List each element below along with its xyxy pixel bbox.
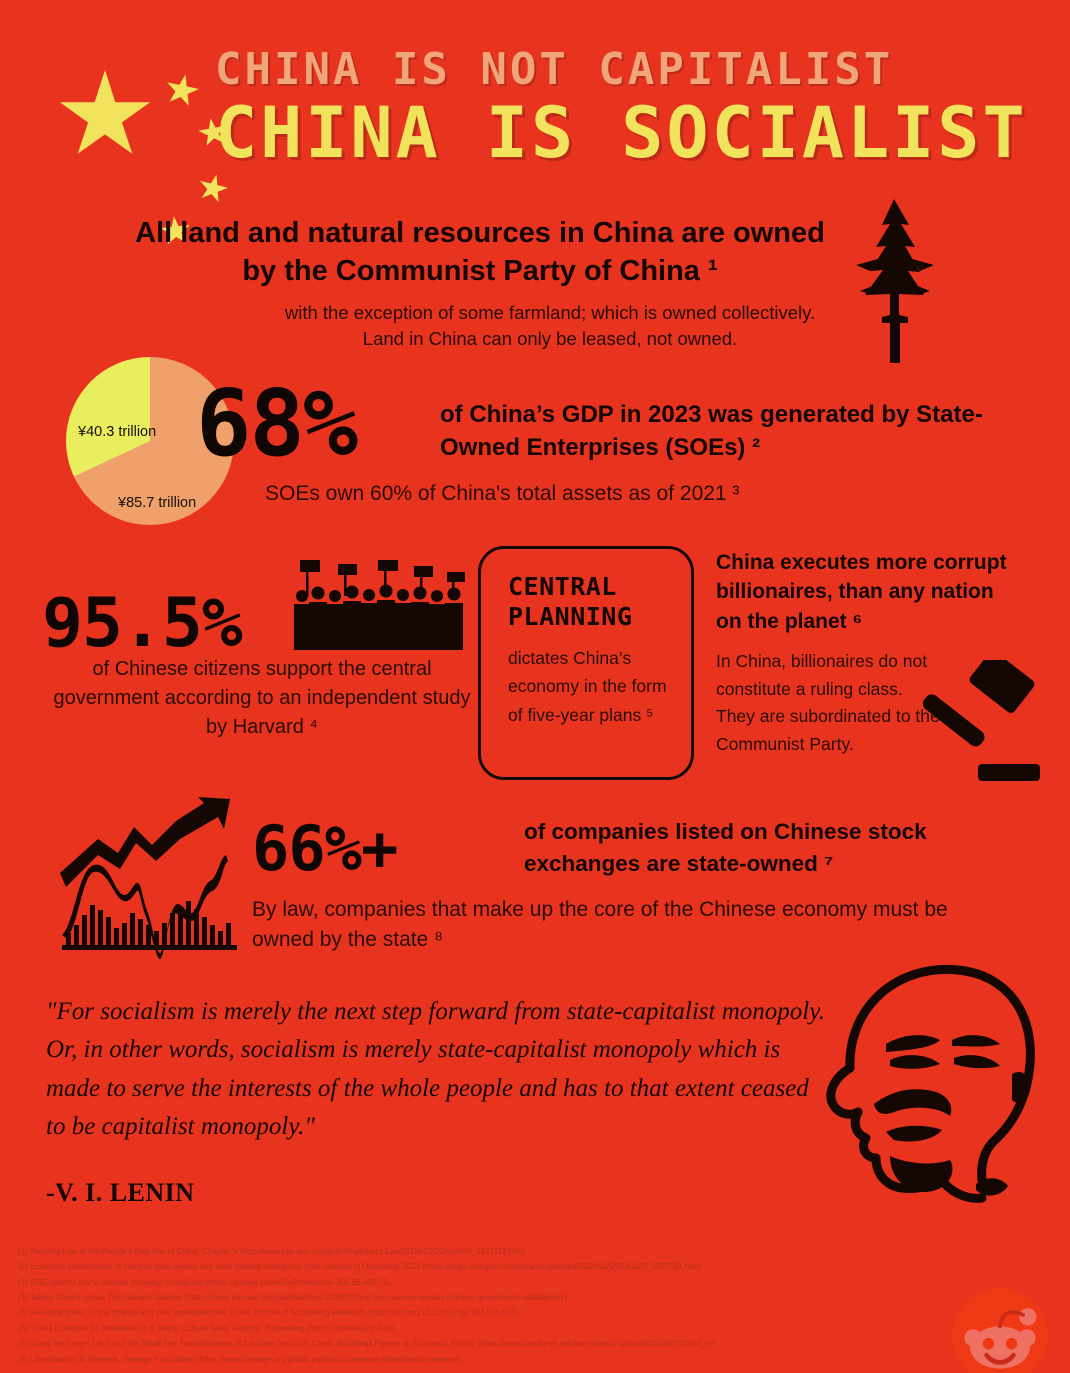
- source-item: (8) Liberalization in Reverse, Heritage …: [18, 1354, 461, 1364]
- billionaires-body: In China, billionaires do not constitute…: [716, 651, 940, 754]
- gdp-pie-chart: [66, 357, 234, 525]
- central-planning-title-line1: CENTRAL: [508, 572, 617, 601]
- central-planning-title: CENTRAL PLANNING: [508, 572, 688, 631]
- central-planning-body: dictates China’s economy in the form of …: [508, 648, 667, 725]
- billionaires-heading: China executes more corrupt billionaires…: [716, 551, 1007, 633]
- lenin-portrait-icon: [826, 964, 1035, 1203]
- pie-slice-label-yellow: ¥40.3 trillion: [78, 424, 157, 440]
- land-heading: All land and natural resources in China …: [135, 217, 825, 288]
- source-item: (7) Grasp the Large, Let Go of the Small…: [18, 1339, 715, 1349]
- page-title: CHINA IS NOT CAPITALIST CHINA IS SOCIALI…: [215, 44, 1028, 174]
- source-item: (3) SOE reforms key to smooth recovery, …: [18, 1277, 391, 1287]
- gdp-subtext: SOEs own 60% of China's total assets as …: [265, 482, 740, 505]
- reddit-logo-icon: [952, 1288, 1048, 1373]
- source-item: (5) Five-year plans, China finance and t…: [18, 1308, 519, 1318]
- tree-icon: [856, 199, 934, 363]
- source-item: (1) Property Law of the People's Republi…: [18, 1247, 525, 1256]
- sources-list: (1) Property Law of the People's Republi…: [18, 1244, 1058, 1367]
- stock-heading: of companies listed on Chinese stock exc…: [524, 819, 927, 876]
- gavel-icon: [922, 660, 1040, 781]
- gdp-heading: of China’s GDP in 2023 was generated by …: [440, 401, 983, 462]
- stock-subtext: By law, companies that make up the core …: [252, 898, 948, 952]
- gdp-stat: 68%: [196, 370, 358, 477]
- central-planning-title-line2: PLANNING: [508, 601, 633, 631]
- pie-slice-label-orange: ¥85.7 trillion: [118, 495, 197, 511]
- crowd-protest-icon: [294, 560, 465, 650]
- support-text: of Chinese citizens support the central …: [53, 658, 471, 738]
- stock-stat: 66%+: [252, 812, 398, 885]
- stock-chart-icon: [60, 797, 237, 959]
- lenin-quote: "For socialism is merely the next step f…: [46, 998, 826, 1140]
- source-item: (4) Taking China's pulse, The Harvard Ga…: [18, 1293, 568, 1303]
- land-subtext: with the exception of some farmland; whi…: [284, 302, 816, 350]
- title-line-2: CHINA IS SOCIALIST: [215, 92, 1028, 174]
- source-item: (2) Economic performance of national sta…: [18, 1262, 701, 1272]
- lenin-quote-attribution: -V. I. LENIN: [46, 1178, 195, 1207]
- source-item: (6) 'China Executes 14 Billionaires in 8…: [18, 1323, 395, 1333]
- title-line-1: CHINA IS NOT CAPITALIST: [215, 44, 894, 95]
- central-planning-box: [478, 546, 694, 780]
- china-flag-stars-icon: [40, 38, 250, 198]
- support-stat: 95.5%: [42, 584, 243, 663]
